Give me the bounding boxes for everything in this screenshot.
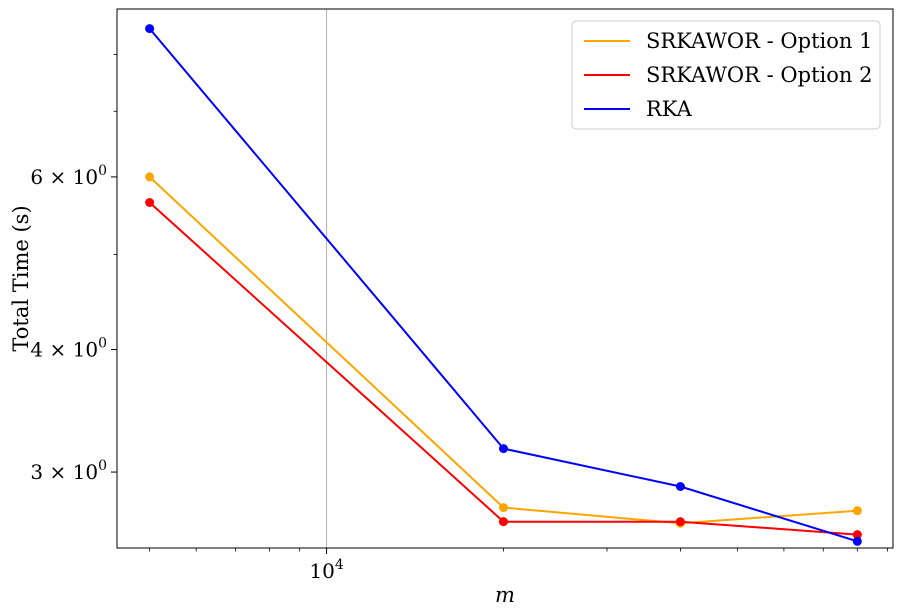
data-point (498, 503, 508, 513)
series-line (148, 27, 858, 543)
legend-entry: RKA (584, 97, 693, 121)
series-2 (145, 197, 862, 540)
data-point (852, 506, 862, 516)
data-point (145, 24, 155, 34)
legend-box (571, 20, 881, 130)
y-tick-label: 3 × 100 (30, 458, 107, 484)
series-3 (145, 24, 862, 546)
y-axis-label: Total Time (s) (9, 205, 33, 351)
series-line (148, 176, 858, 525)
series-line (148, 201, 858, 536)
legend-entry: SRKAWOR - Option 1 (584, 29, 872, 53)
legend: SRKAWOR - Option 1 SRKAWOR - Option 2 RKA (571, 20, 881, 130)
legend-label: RKA (646, 97, 693, 121)
data-point (852, 530, 862, 540)
legend-label: SRKAWOR - Option 1 (646, 29, 872, 53)
data-point (145, 172, 155, 182)
series (145, 24, 862, 546)
data-point (675, 517, 685, 527)
x-axis-label: m (495, 583, 515, 607)
legend-label: SRKAWOR - Option 2 (646, 63, 872, 87)
ticks: 104 3 × 100 4 × 100 6 × 100 (30, 53, 888, 583)
y-tick-label: 6 × 100 (30, 163, 107, 189)
legend-entry: SRKAWOR - Option 2 (584, 63, 872, 87)
data-point (498, 444, 508, 454)
data-point (852, 536, 862, 546)
x-tick-label: 104 (309, 557, 343, 583)
data-point (498, 517, 508, 527)
plot-frame (116, 8, 894, 549)
data-point (145, 197, 155, 207)
data-point (675, 481, 685, 491)
y-tick-label: 4 × 100 (30, 336, 107, 362)
